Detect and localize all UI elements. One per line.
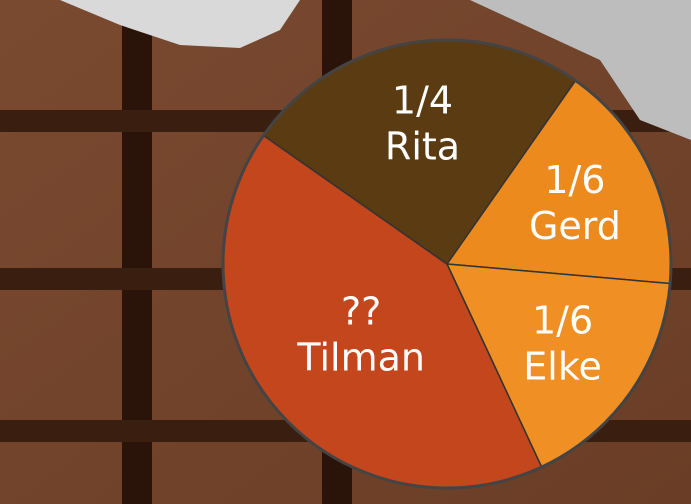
chart: 1/6Gerd1/6Elke??Tilman1/4Rita [0,0,691,504]
value-label: 1/6 [532,298,593,342]
slice-label: Gerd [529,204,621,248]
slice-label: Rita [385,125,460,169]
value-label: 1/4 [392,79,453,123]
slice-label: Elke [523,344,602,388]
value-label: 1/6 [544,158,605,202]
value-label: ?? [341,289,381,333]
slice-label: Tilman [296,335,425,379]
